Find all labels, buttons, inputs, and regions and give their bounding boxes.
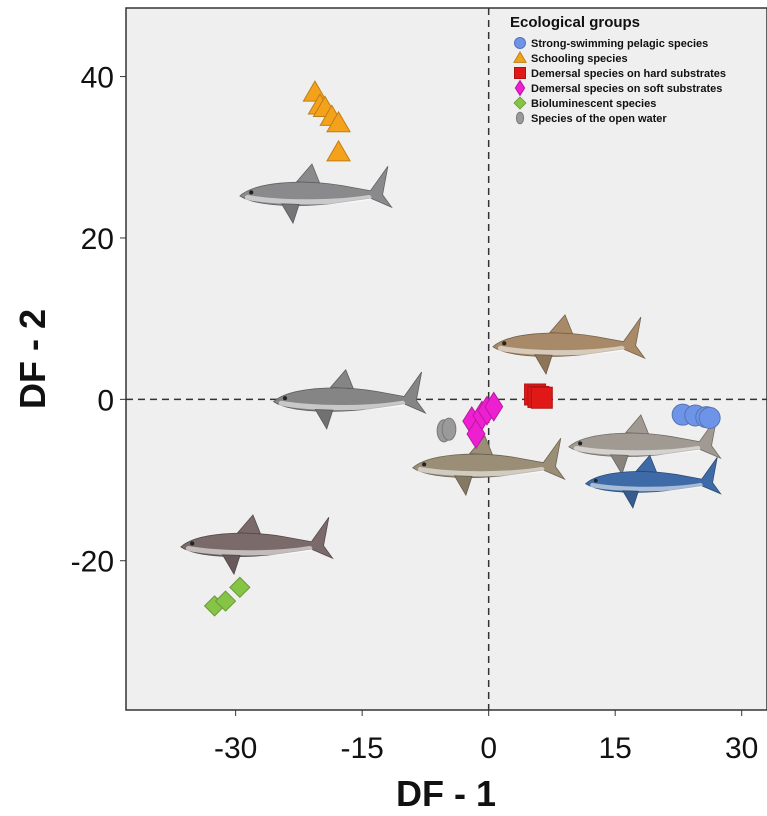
shark-dorsal-fin	[236, 514, 262, 535]
y-tick-label: 40	[81, 62, 114, 95]
legend-swatch-schooling-species	[513, 50, 527, 63]
demersal-species-on-hard-substrates-point	[530, 386, 553, 409]
y-axis-title: DF - 2	[12, 309, 53, 409]
shark-pectoral-fin	[533, 354, 553, 376]
shark-body	[239, 166, 393, 209]
shark-illustration-demersal-hard	[492, 314, 646, 376]
plot-area	[125, 7, 767, 711]
legend-label-bioluminescent-species: Bioluminescent species	[531, 98, 656, 110]
legend: Ecological groups Strong-swimming pelagi…	[510, 14, 726, 125]
shark-belly	[573, 445, 701, 456]
shark-pectoral-fin	[622, 490, 639, 509]
shark-pectoral-fin	[453, 475, 473, 497]
shark-illustration-demersal-soft	[412, 435, 566, 497]
shark-pectoral-fin	[280, 203, 300, 225]
shark-belly	[185, 546, 313, 556]
shark-illustration-pelagic-grey	[568, 414, 722, 476]
schooling-species-point	[326, 139, 351, 162]
shark-eye	[502, 341, 507, 346]
shark-body	[412, 437, 566, 481]
legend-swatch-demersal-species-on-soft-substrates	[514, 79, 526, 97]
x-axis-ticks: -30 -15 0 15 30	[214, 710, 758, 765]
y-tick-label: -20	[71, 546, 114, 579]
shark-belly	[244, 195, 372, 205]
shark-eye	[593, 478, 598, 483]
shark-belly	[590, 482, 703, 492]
species-of-the-open-water-point	[441, 417, 457, 441]
x-axis-title: DF - 1	[396, 773, 496, 814]
x-tick-label: -15	[340, 732, 383, 765]
data-points	[203, 80, 721, 617]
y-axis-ticks: 40 20 0 -20	[71, 62, 126, 579]
shark-illustration-pelagic-blue	[585, 454, 722, 509]
shark-pectoral-fin	[314, 409, 334, 430]
legend-label-strong-swimming-pelagic-species: Strong-swimming pelagic species	[531, 38, 708, 50]
x-tick-label: -30	[214, 732, 257, 765]
shark-eye	[282, 396, 288, 401]
shark-dorsal-fin	[635, 454, 658, 473]
shark-illustration-open-water	[272, 368, 427, 430]
shark-pectoral-fin	[609, 454, 629, 476]
shark-dorsal-fin	[548, 314, 574, 335]
legend-title: Ecological groups	[510, 14, 640, 31]
shark-illustration-bioluminescent	[180, 514, 334, 576]
legend-label-schooling-species: Schooling species	[531, 53, 628, 65]
strong-swimming-pelagic-species-point	[698, 406, 721, 429]
legend-swatch-bioluminescent-species	[513, 96, 527, 110]
legend-label-demersal-species-on-hard-substrates: Demersal species on hard substrates	[531, 68, 726, 80]
shark-illustrations	[180, 163, 722, 576]
schooling-species-point	[326, 110, 351, 133]
shark-pectoral-fin	[221, 554, 241, 576]
shark-body	[585, 457, 722, 495]
shark-body	[492, 316, 646, 360]
x-tick-label: 30	[725, 732, 758, 765]
reference-lines	[126, 8, 767, 710]
legend-label-species-of-the-open-water: Species of the open water	[531, 113, 667, 125]
bioluminescent-species-point	[229, 576, 251, 599]
legend-swatch-strong-swimming-pelagic-species	[514, 37, 526, 49]
shark-dorsal-fin	[624, 414, 650, 435]
shark-eye	[578, 441, 583, 446]
shark-belly	[417, 466, 545, 477]
x-tick-label: 15	[598, 732, 631, 765]
demersal-species-on-soft-substrates-point	[484, 391, 504, 422]
bioluminescent-species-point	[214, 590, 237, 612]
shark-illustration-schooling	[239, 163, 393, 225]
shark-dorsal-fin	[329, 368, 354, 389]
shark-body	[180, 517, 334, 560]
y-tick-label: 0	[97, 384, 114, 417]
shark-eye	[190, 541, 195, 546]
x-tick-label: 0	[480, 732, 497, 765]
shark-belly	[497, 345, 625, 356]
shark-eye	[249, 190, 254, 195]
legend-swatch-species-of-the-open-water	[515, 111, 525, 125]
legend-label-demersal-species-on-soft-substrates: Demersal species on soft substrates	[531, 83, 722, 95]
shark-dorsal-fin	[295, 163, 321, 184]
legend-swatch-demersal-species-on-hard-substrates	[514, 67, 526, 79]
shark-belly	[278, 400, 406, 411]
shark-eye	[422, 462, 427, 467]
y-tick-label: 20	[81, 223, 114, 256]
shark-body	[272, 371, 427, 414]
shark-body	[568, 416, 722, 460]
